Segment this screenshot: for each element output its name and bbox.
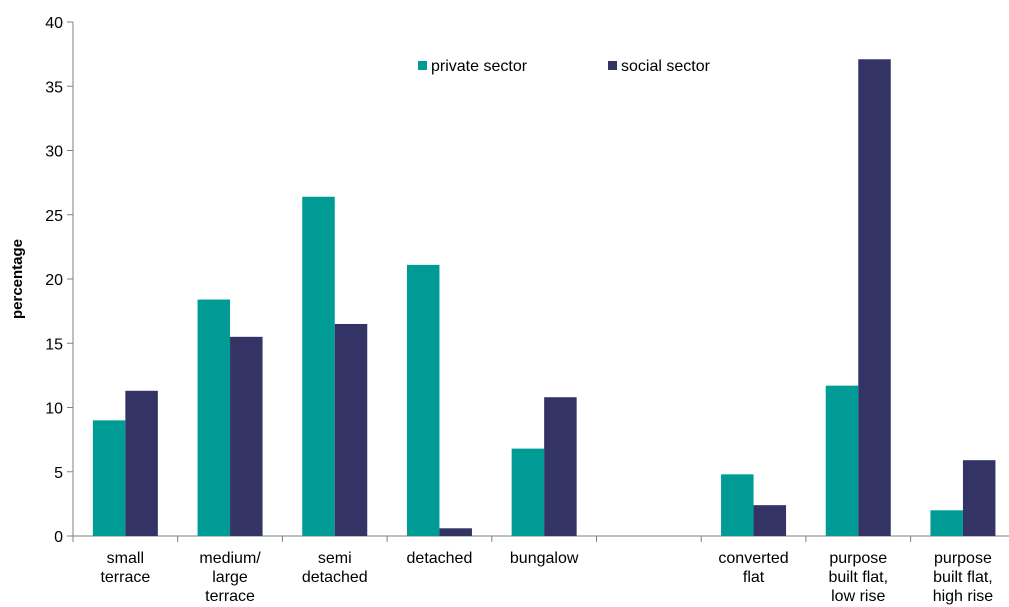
private-sector-bar: [302, 196, 335, 536]
x-category-label: bungalow: [510, 550, 579, 567]
y-tick-label: 15: [45, 336, 63, 353]
y-axis-title: percentage: [9, 239, 26, 319]
x-category-label: purpose: [829, 550, 887, 567]
x-category-label: converted: [718, 550, 788, 567]
social-sector-bar: [334, 323, 368, 536]
y-tick-label: 35: [45, 79, 63, 96]
x-category-label: low rise: [831, 588, 885, 605]
legend-swatch-social: [608, 61, 617, 70]
legend: private sector social sector: [418, 58, 711, 75]
y-tick-label: 0: [54, 529, 63, 546]
social-sector-bar: [439, 528, 472, 536]
x-category-label: terrace: [100, 569, 150, 586]
x-category-label: purpose: [934, 550, 992, 567]
x-category-label: small: [107, 550, 144, 567]
y-axis: 0 5 10 15 20 25 30 35 40: [45, 15, 74, 546]
private-sector-bar: [825, 385, 859, 536]
x-category-label: detached: [407, 550, 473, 567]
y-tick-label: 25: [45, 208, 63, 225]
y-tick-label: 10: [45, 401, 63, 418]
x-category-label: terrace: [205, 588, 255, 605]
social-sector-bar: [753, 505, 787, 536]
y-tick-label: 40: [45, 15, 63, 32]
legend-label-social: social sector: [621, 58, 711, 75]
x-category-label: built flat,: [828, 569, 888, 586]
social-sector-bar: [858, 59, 891, 536]
social-sector-bar: [544, 397, 577, 536]
private-sector-bar: [92, 420, 126, 536]
social-sector-bar: [125, 390, 158, 536]
x-category-label: large: [212, 569, 248, 586]
x-category-label: detached: [302, 569, 368, 586]
bars: [92, 59, 996, 536]
legend-swatch-private: [418, 61, 427, 70]
private-sector-bar: [930, 510, 963, 536]
y-tick-label: 5: [54, 465, 63, 482]
y-tick-label: 20: [45, 272, 63, 289]
x-category-label: flat: [743, 569, 765, 586]
x-category-label: medium/: [199, 550, 261, 567]
x-category-label: semi: [318, 550, 352, 567]
social-sector-bar: [230, 336, 263, 536]
private-sector-bar: [721, 474, 754, 536]
y-tick-label: 30: [45, 144, 63, 161]
social-sector-bar: [962, 460, 996, 536]
legend-label-private: private sector: [431, 58, 528, 75]
x-category-label: built flat,: [933, 569, 993, 586]
x-category-label: high rise: [933, 588, 994, 605]
private-sector-bar: [197, 299, 231, 536]
private-sector-bar: [406, 264, 440, 536]
x-axis: small terrace medium/large terrace semi detac…: [72, 535, 1009, 605]
private-sector-bar: [511, 448, 545, 536]
